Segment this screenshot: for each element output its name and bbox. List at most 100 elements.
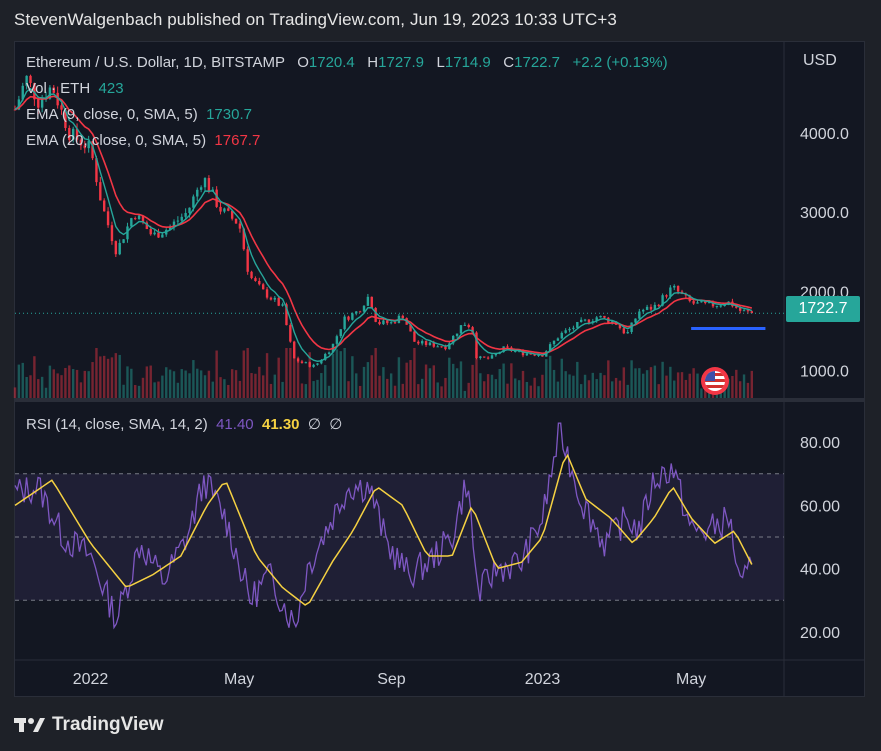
candle-body bbox=[95, 158, 98, 183]
candle-body bbox=[227, 208, 230, 211]
volume-bar bbox=[603, 375, 606, 398]
volume-bar bbox=[300, 383, 304, 398]
candle-body bbox=[347, 316, 350, 320]
volume-label: Vol · ETH bbox=[26, 80, 91, 97]
volume-bar bbox=[145, 366, 149, 398]
volume-bar bbox=[506, 383, 509, 398]
volume-bar bbox=[374, 348, 377, 398]
candle-body bbox=[374, 307, 377, 322]
candle-body bbox=[715, 305, 719, 307]
volume-bar bbox=[622, 367, 626, 398]
volume-bar bbox=[118, 354, 121, 398]
ema20-value: 1767.7 bbox=[214, 132, 261, 149]
ema20-legend[interactable]: EMA (20, close, 0, SMA, 5) 1767.7 bbox=[26, 132, 260, 149]
rsi-tick-label: 40.00 bbox=[800, 562, 840, 579]
volume-bar bbox=[669, 366, 672, 398]
candle-body bbox=[750, 311, 754, 314]
volume-bar bbox=[587, 380, 591, 398]
volume-bar bbox=[661, 361, 664, 398]
candle-body bbox=[622, 328, 626, 334]
symbol-label[interactable]: Ethereum / U.S. Dollar, 1D, BITSTAMP bbox=[26, 54, 285, 71]
candle-body bbox=[114, 241, 118, 255]
volume-bar bbox=[273, 374, 277, 398]
ema9-legend[interactable]: EMA (9, close, 0, SMA, 5) 1730.7 bbox=[26, 106, 252, 123]
volume-bar bbox=[467, 382, 470, 398]
volume-bar bbox=[192, 360, 195, 398]
candle-body bbox=[242, 228, 245, 250]
candle-body bbox=[351, 313, 354, 320]
volume-bar bbox=[455, 368, 459, 398]
volume-bar bbox=[250, 373, 253, 398]
candle-body bbox=[459, 325, 463, 334]
rsi-legend[interactable]: RSI (14, close, SMA, 14, 2) 41.40 41.30 … bbox=[26, 415, 342, 433]
volume-bar bbox=[545, 359, 548, 398]
volume-bar bbox=[134, 385, 137, 398]
tradingview-icon bbox=[14, 718, 45, 732]
volume-bar bbox=[238, 380, 242, 398]
candle-body bbox=[238, 223, 242, 229]
main-legend-row: Ethereum / U.S. Dollar, 1D, BITSTAMP O17… bbox=[26, 54, 668, 71]
candle-body bbox=[401, 315, 404, 319]
volume-bar bbox=[475, 348, 478, 398]
volume-bar bbox=[56, 373, 59, 398]
candle-body bbox=[355, 311, 358, 314]
candle-body bbox=[99, 182, 102, 201]
time-tick-label: 2023 bbox=[525, 671, 561, 688]
volume-bar bbox=[417, 384, 420, 398]
volume-bar bbox=[17, 364, 21, 398]
candle-body bbox=[521, 350, 525, 356]
volume-bar bbox=[541, 374, 544, 398]
candle-body bbox=[413, 331, 416, 342]
candle-body bbox=[106, 211, 110, 226]
volume-bar bbox=[320, 373, 323, 398]
candle-body bbox=[192, 196, 195, 208]
candle-body bbox=[188, 207, 191, 213]
candle-body bbox=[634, 318, 637, 323]
rsi-tick-label: 60.00 bbox=[800, 498, 840, 515]
candle-body bbox=[265, 289, 269, 298]
volume-bar bbox=[393, 385, 397, 398]
volume-bar bbox=[71, 369, 75, 398]
candle-body bbox=[285, 304, 288, 326]
candle-body bbox=[207, 178, 211, 192]
candle-body bbox=[382, 320, 385, 325]
candle-body bbox=[339, 329, 342, 337]
candle-body bbox=[661, 295, 664, 306]
volume-bar bbox=[102, 355, 106, 398]
candle-body bbox=[79, 139, 83, 146]
candle-body bbox=[48, 87, 52, 99]
candle-body bbox=[653, 304, 657, 310]
tradingview-logo[interactable]: TradingView bbox=[14, 714, 164, 736]
volume-legend[interactable]: Vol · ETH 423 bbox=[26, 80, 124, 97]
candle-body bbox=[642, 309, 645, 312]
volume-bar bbox=[362, 366, 366, 398]
last-price-tag: 1722.7 bbox=[786, 296, 860, 322]
currency-label[interactable]: USD bbox=[803, 52, 837, 69]
candle-body bbox=[603, 315, 606, 318]
volume-bar bbox=[254, 373, 257, 398]
volume-bar bbox=[645, 370, 649, 398]
rsi-label: RSI (14, close, SMA, 14, 2) bbox=[26, 416, 208, 433]
volume-bar bbox=[428, 368, 432, 398]
volume-bar bbox=[13, 387, 17, 398]
volume-bar bbox=[95, 348, 98, 398]
low-label: L bbox=[436, 54, 445, 71]
candle-body bbox=[52, 87, 55, 93]
volume-bar bbox=[568, 374, 571, 398]
candle-body bbox=[145, 222, 149, 230]
candle-body bbox=[564, 330, 567, 333]
volume-value: 423 bbox=[98, 80, 124, 97]
volume-bar bbox=[618, 380, 622, 398]
high-label: H bbox=[367, 54, 379, 71]
candle-body bbox=[370, 296, 373, 308]
volume-bar bbox=[227, 384, 230, 398]
volume-bar bbox=[409, 360, 412, 398]
candle-body bbox=[393, 322, 397, 324]
candle-body bbox=[300, 361, 304, 363]
ema20-line bbox=[14, 95, 753, 355]
volume-bar bbox=[537, 386, 540, 398]
candle-body bbox=[122, 239, 125, 243]
flag-icon[interactable] bbox=[701, 367, 729, 395]
rsi-line bbox=[14, 422, 753, 630]
candle-body bbox=[707, 302, 711, 304]
